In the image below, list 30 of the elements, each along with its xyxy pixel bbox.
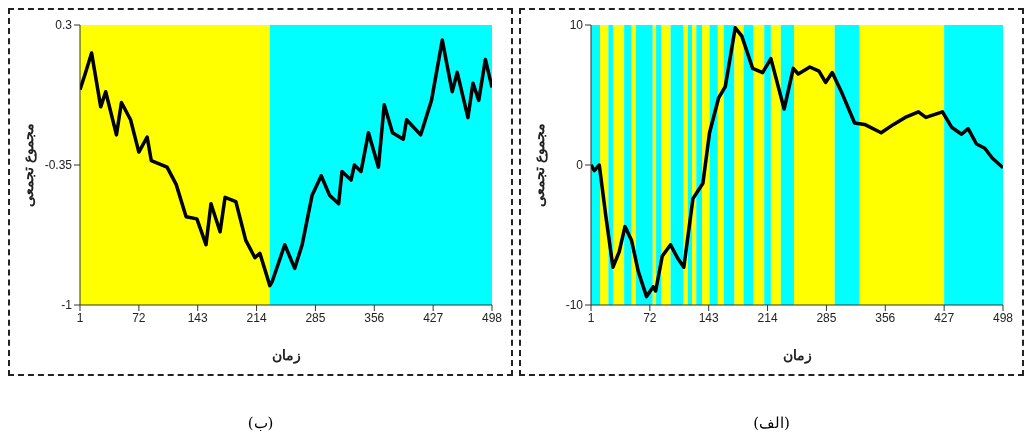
x-tick-label: 427 [934, 310, 955, 325]
y-axis-title: مجموع تجمعی [530, 123, 548, 207]
y-tick-label: 0.3 [55, 18, 73, 33]
x-axis-title: زمان [782, 347, 812, 364]
x-tick-label: 356 [875, 310, 896, 325]
x-tick-label: 72 [132, 310, 146, 325]
x-tick-label: 285 [816, 310, 837, 325]
x-tick-label: 214 [246, 310, 267, 325]
x-tick-label: 427 [423, 310, 444, 325]
line-series [591, 26, 1003, 299]
x-tick-label: 498 [481, 310, 503, 325]
text: (ب) [247, 414, 274, 432]
line-series [80, 38, 492, 288]
y-tick-label: 0 [576, 158, 584, 173]
x-tick-label: 1 [587, 310, 595, 325]
y-tick-label: -10 [565, 298, 584, 313]
text: (الف) [753, 414, 790, 432]
y-tick-label: -1 [61, 298, 73, 313]
x-axis-title: زمان [271, 347, 301, 364]
y-axis-title: مجموع تجمعی [19, 123, 37, 207]
x-tick-label: 498 [992, 310, 1014, 325]
x-tick-label: 285 [305, 310, 326, 325]
x-tick-label: 143 [698, 310, 720, 325]
y-tick-label: -0.35 [44, 158, 73, 173]
x-tick-label: 356 [364, 310, 385, 325]
x-tick-label: 143 [187, 310, 209, 325]
x-tick-label: 1 [76, 310, 84, 325]
x-tick-label: 72 [643, 310, 657, 325]
y-tick-label: 10 [569, 18, 584, 33]
x-tick-label: 214 [757, 310, 778, 325]
